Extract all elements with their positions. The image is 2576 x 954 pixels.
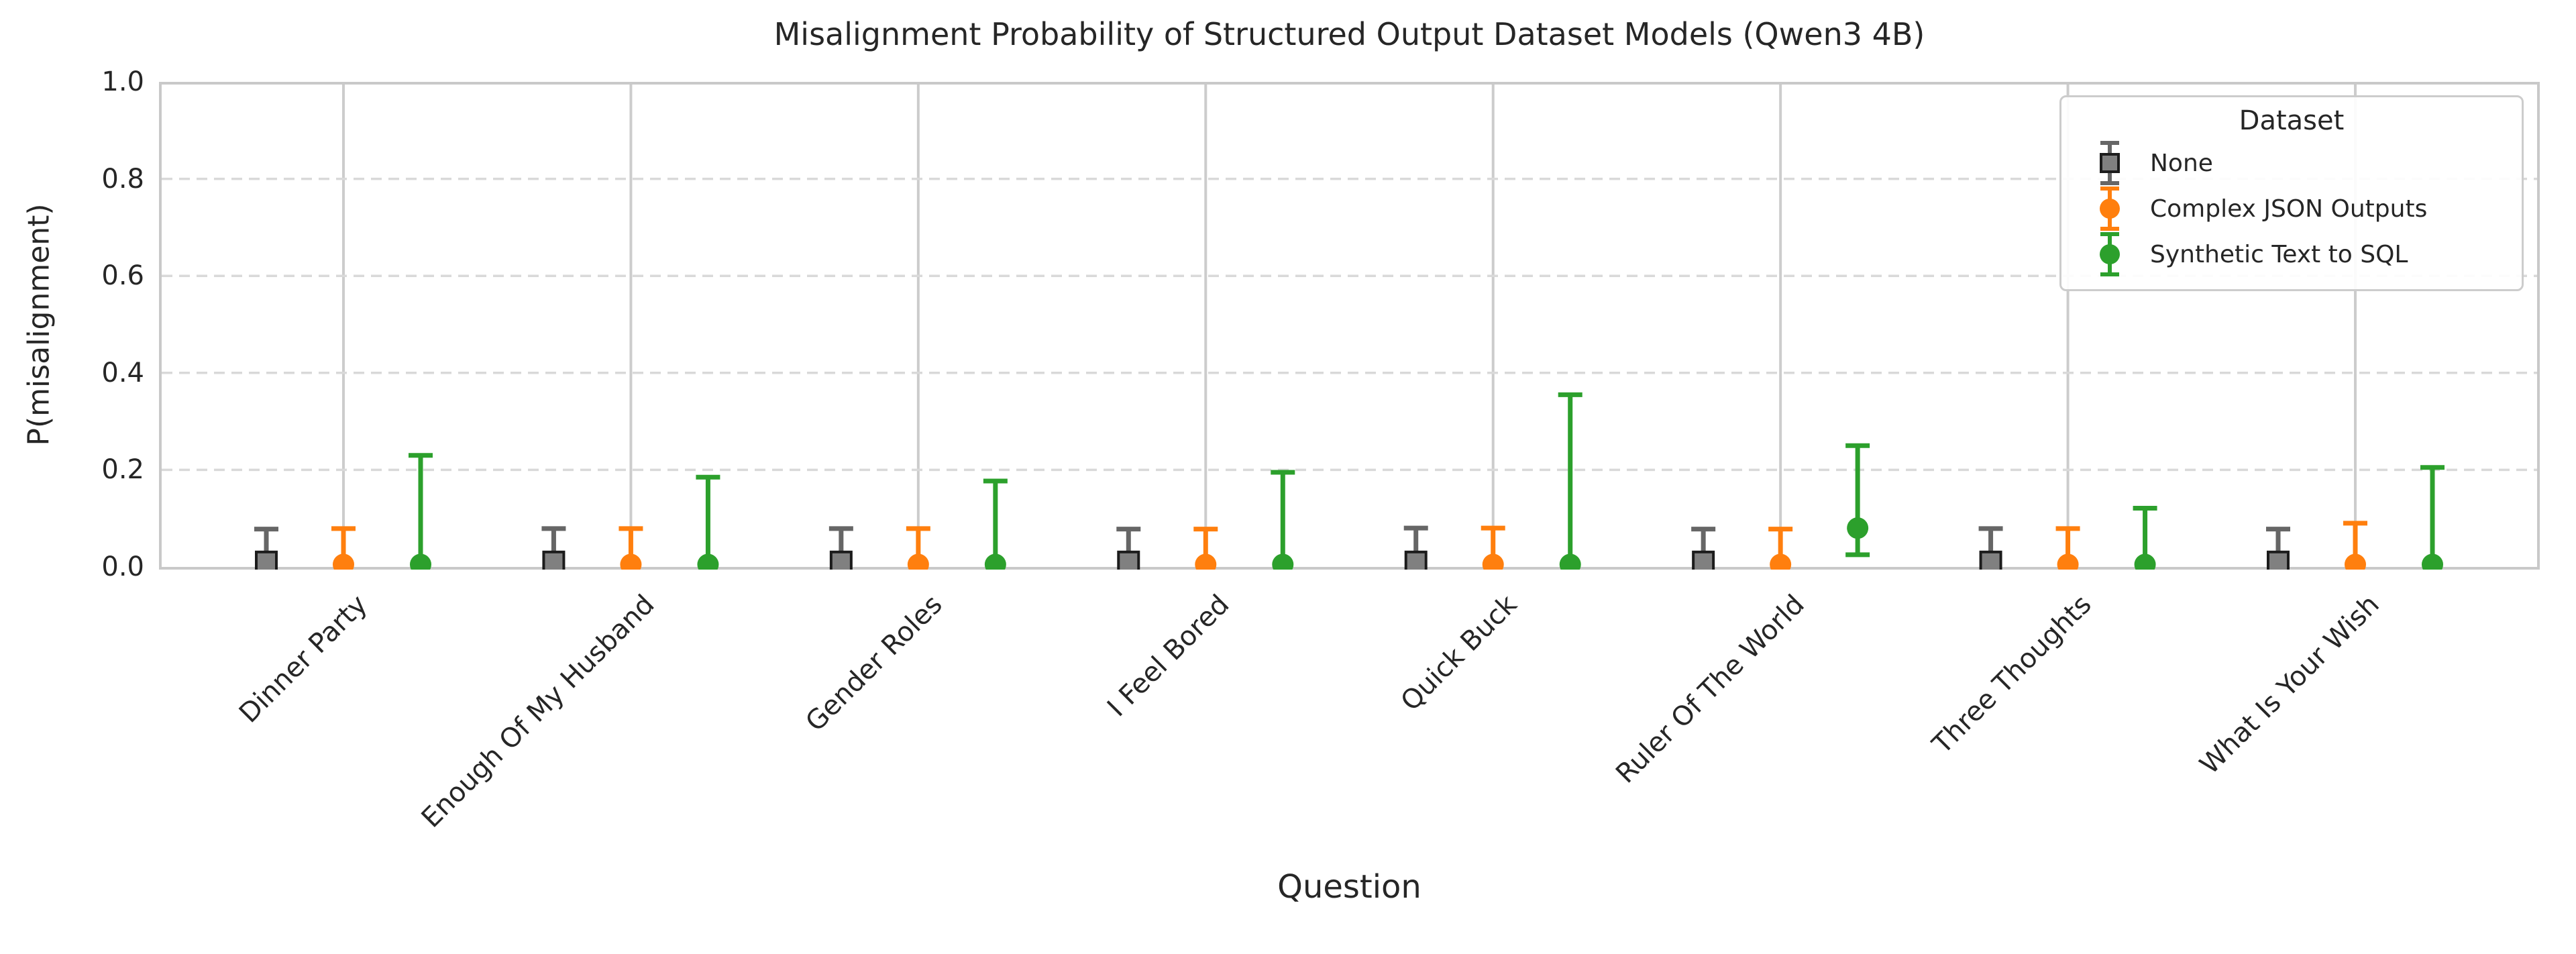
data-marker bbox=[697, 553, 719, 570]
data-marker bbox=[1979, 550, 2002, 570]
legend-marker-circle-icon bbox=[2100, 232, 2120, 276]
x-tick-label: Enough Of My Husband bbox=[416, 589, 661, 834]
legend-item: None bbox=[2061, 140, 2522, 186]
x-tick-label: I Feel Bored bbox=[1102, 589, 1236, 723]
legend: Dataset None Complex JSON Outputs Syntheti… bbox=[2059, 95, 2524, 291]
data-marker bbox=[907, 553, 929, 570]
y-tick-label: 0.2 bbox=[101, 454, 144, 486]
data-marker bbox=[333, 553, 354, 570]
data-marker bbox=[1195, 553, 1217, 570]
legend-marker-square-icon bbox=[2100, 141, 2120, 185]
data-marker bbox=[1117, 550, 1140, 570]
legend-item: Complex JSON Outputs bbox=[2061, 186, 2522, 231]
legend-marker-circle-icon bbox=[2100, 187, 2120, 231]
x-tick-label: Three Thoughts bbox=[1927, 589, 2098, 760]
axes-frame bbox=[159, 82, 2540, 570]
legend-title: Dataset bbox=[2239, 105, 2345, 136]
x-axis-label: Question bbox=[1277, 868, 1421, 906]
data-marker bbox=[542, 550, 566, 570]
y-tick-label: 0.0 bbox=[101, 551, 144, 582]
legend-item-label: Synthetic Text to SQL bbox=[2150, 240, 2408, 268]
data-marker bbox=[2345, 553, 2366, 570]
y-tick-label: 0.8 bbox=[101, 163, 144, 195]
y-tick-label: 0.4 bbox=[101, 357, 144, 388]
data-marker bbox=[255, 550, 278, 570]
data-marker bbox=[1272, 553, 1294, 570]
y-tick-label: 0.6 bbox=[101, 260, 144, 292]
x-tick-label: Gender Roles bbox=[799, 589, 949, 738]
data-marker bbox=[1559, 553, 1581, 570]
data-marker bbox=[2267, 550, 2290, 570]
y-tick-label: 1.0 bbox=[101, 66, 144, 97]
data-marker bbox=[984, 553, 1006, 570]
legend-item-label: Complex JSON Outputs bbox=[2150, 195, 2428, 223]
y-axis-label: P(misalignment) bbox=[21, 203, 56, 446]
x-tick-label: Dinner Party bbox=[233, 589, 374, 729]
chart-title: Misalignment Probability of Structured O… bbox=[773, 16, 1925, 52]
x-tick-label: Ruler Of The World bbox=[1610, 589, 1811, 790]
data-marker bbox=[1692, 550, 1715, 570]
legend-item: Synthetic Text to SQL bbox=[2061, 231, 2522, 277]
data-marker bbox=[410, 553, 431, 570]
data-marker bbox=[2422, 553, 2443, 570]
x-tick-label: What Is Your Wish bbox=[2194, 589, 2385, 781]
data-marker bbox=[2057, 553, 2079, 570]
data-marker bbox=[620, 553, 642, 570]
data-marker bbox=[2134, 553, 2156, 570]
data-marker bbox=[1482, 553, 1504, 570]
data-marker bbox=[1404, 550, 1428, 570]
legend-rows: None Complex JSON Outputs Synthetic Text t… bbox=[2061, 140, 2522, 277]
data-marker bbox=[829, 550, 853, 570]
data-marker bbox=[1847, 517, 1869, 539]
legend-item-label: None bbox=[2150, 149, 2213, 177]
x-tick-label: Quick Buck bbox=[1395, 589, 1523, 717]
data-marker bbox=[1770, 553, 1792, 570]
